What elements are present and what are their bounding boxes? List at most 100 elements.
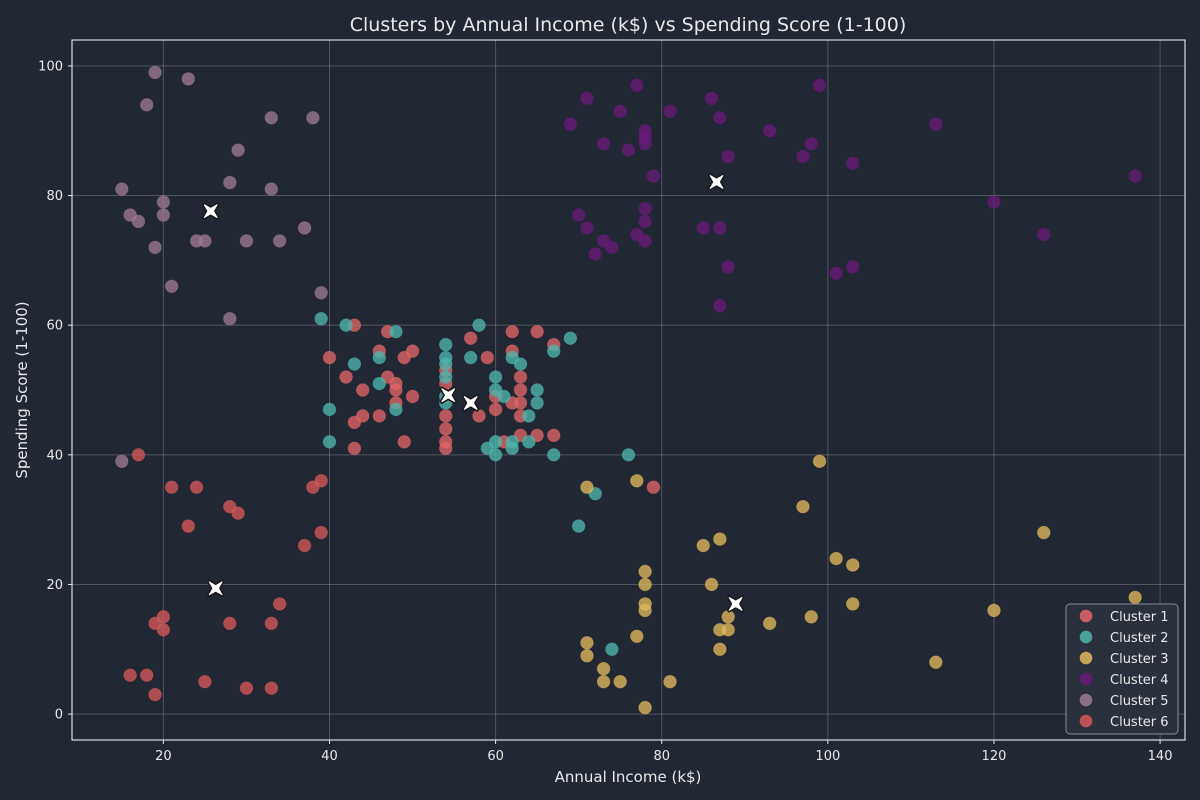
data-point: [596, 137, 611, 151]
data-point: [513, 370, 528, 384]
data-point: [439, 409, 453, 423]
data-point: [339, 318, 353, 332]
data-point: [488, 435, 503, 449]
y-axis-label: Spending Score (1-100): [13, 301, 31, 478]
data-point: [829, 551, 843, 566]
series-cluster-5: [115, 65, 328, 468]
data-point: [547, 344, 561, 358]
axis-ticks: 20 40 60 80 100 120 140 0 20 40 60 80 100: [38, 59, 1172, 764]
data-point: [763, 124, 777, 138]
y-tick-label: 20: [46, 578, 63, 593]
data-point: [198, 234, 212, 248]
x-tick-label: 120: [982, 749, 1007, 764]
x-axis-label: Annual Income (k$): [555, 768, 702, 786]
data-point: [131, 448, 146, 462]
x-tick-label: 60: [487, 749, 504, 764]
data-point: [596, 674, 611, 689]
data-point: [198, 674, 212, 689]
data-point: [322, 402, 337, 417]
data-point: [314, 525, 328, 540]
data-point: [372, 376, 387, 391]
data-point: [588, 247, 602, 261]
data-point: [987, 603, 1001, 618]
grid-lines: [72, 40, 1185, 740]
data-point: [1128, 169, 1142, 183]
legend-label: Cluster 3: [1110, 652, 1169, 667]
legend-label: Cluster 1: [1110, 610, 1169, 625]
legend-label: Cluster 2: [1110, 631, 1169, 646]
data-points: [115, 65, 1142, 715]
x-tick-label: 40: [321, 749, 338, 764]
data-point: [638, 564, 652, 579]
data-point: [231, 143, 245, 157]
data-point: [164, 279, 179, 293]
data-point: [613, 104, 627, 118]
data-point: [796, 149, 810, 164]
x-tick-label: 20: [155, 749, 172, 764]
data-point: [156, 208, 171, 222]
data-point: [721, 610, 735, 624]
data-point: [929, 655, 943, 669]
series-cluster-4: [563, 78, 1142, 313]
data-point: [148, 240, 162, 255]
data-point: [131, 214, 146, 229]
data-point: [846, 260, 860, 274]
data-point: [630, 78, 644, 93]
data-point: [347, 441, 362, 456]
data-point: [829, 266, 843, 281]
data-point: [264, 182, 279, 196]
data-point: [638, 214, 652, 229]
data-point: [713, 221, 727, 235]
data-point: [613, 674, 627, 689]
data-point: [239, 234, 254, 248]
data-point: [322, 350, 337, 365]
data-point: [704, 577, 719, 592]
data-point: [505, 324, 519, 339]
series-cluster-3: [580, 454, 1142, 715]
y-tick-label: 60: [46, 319, 63, 334]
data-point: [563, 117, 578, 131]
legend-label: Cluster 4: [1110, 673, 1169, 688]
data-point: [480, 350, 494, 365]
data-point: [140, 668, 154, 682]
data-point: [646, 169, 661, 183]
data-point: [580, 636, 594, 650]
x-tick-label: 100: [815, 749, 840, 764]
data-point: [513, 383, 528, 397]
data-point: [140, 98, 154, 112]
data-point: [223, 175, 237, 190]
data-point: [156, 610, 171, 624]
legend-marker: [1079, 693, 1093, 707]
data-point: [530, 383, 544, 397]
data-point: [272, 234, 287, 248]
data-point: [796, 499, 810, 514]
data-point: [322, 435, 337, 449]
data-point: [347, 357, 362, 371]
data-point: [463, 331, 478, 345]
legend-label: Cluster 5: [1110, 694, 1169, 709]
data-point: [547, 428, 561, 443]
data-point: [264, 681, 279, 695]
data-point: [580, 649, 594, 663]
data-point: [621, 448, 636, 462]
centroid-marker: [201, 202, 220, 220]
data-point: [513, 357, 528, 371]
y-tick-label: 40: [46, 448, 63, 463]
data-point: [605, 642, 619, 656]
data-point: [596, 662, 611, 676]
data-point: [547, 448, 561, 462]
data-point: [339, 370, 353, 384]
data-point: [297, 221, 312, 235]
data-point: [721, 149, 735, 164]
data-point: [721, 260, 735, 274]
data-point: [804, 610, 818, 624]
data-point: [439, 441, 453, 456]
data-point: [713, 532, 727, 546]
data-point: [812, 78, 827, 93]
data-point: [472, 318, 486, 332]
data-point: [372, 350, 387, 365]
data-point: [563, 331, 578, 345]
series-cluster-6: [123, 448, 328, 702]
data-point: [156, 623, 171, 637]
data-point: [405, 389, 420, 404]
